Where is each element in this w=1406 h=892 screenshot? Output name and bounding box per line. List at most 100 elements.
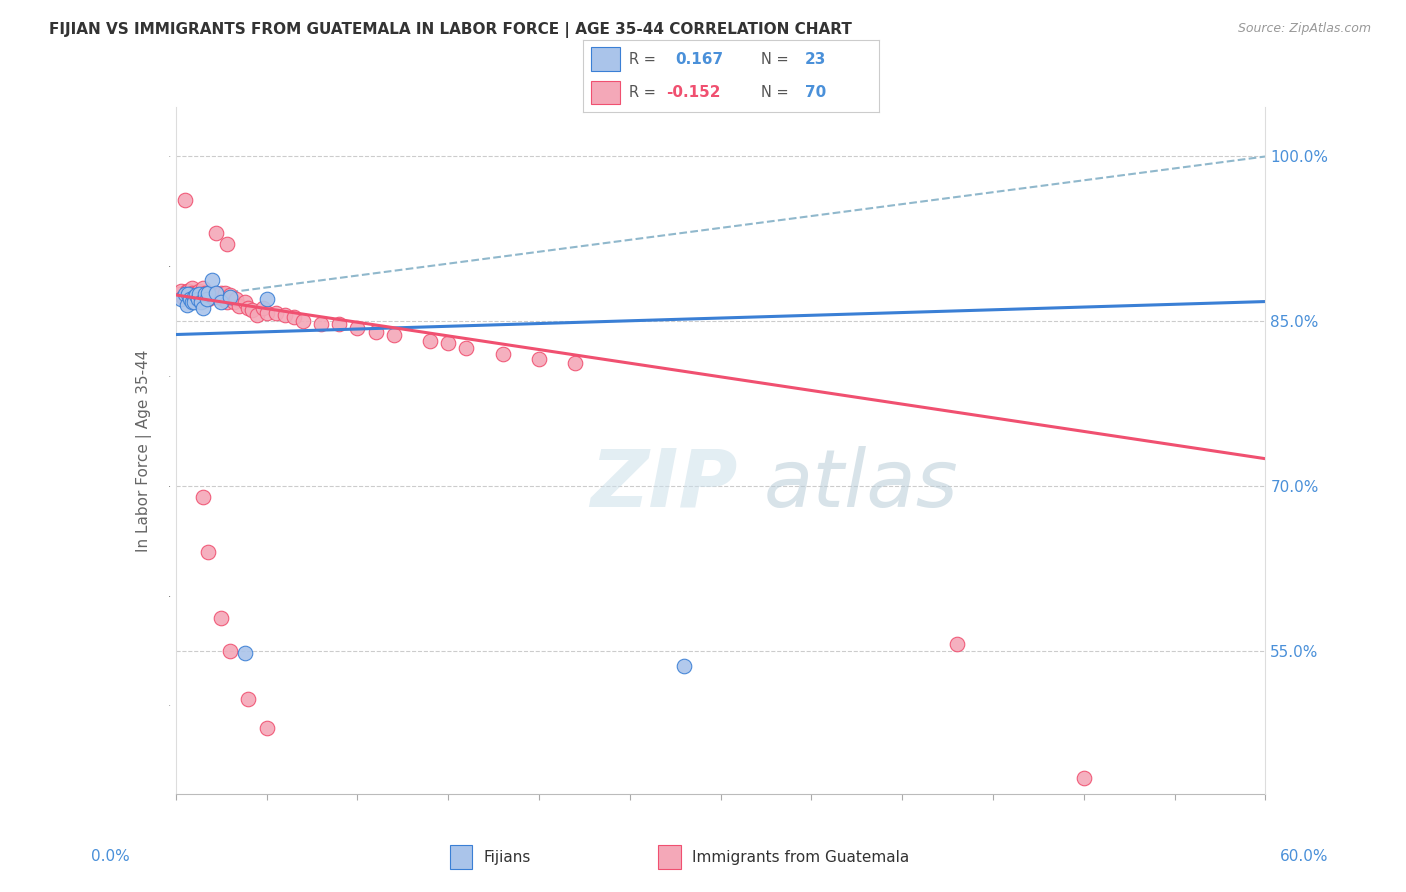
Point <box>222 294 245 309</box>
Point <box>183 286 205 301</box>
Point <box>204 285 226 300</box>
Point <box>256 293 278 307</box>
Point <box>228 299 250 313</box>
Text: 0.0%: 0.0% <box>91 849 131 863</box>
Point <box>197 545 219 559</box>
Point <box>219 288 242 302</box>
Text: 70: 70 <box>804 85 827 100</box>
Point <box>256 305 278 319</box>
Point <box>177 284 200 298</box>
Text: N =: N = <box>761 85 789 100</box>
Point <box>184 288 207 302</box>
Point <box>209 611 232 625</box>
Point <box>179 293 201 307</box>
Point <box>364 326 387 340</box>
Point <box>195 293 218 307</box>
Point <box>225 293 247 307</box>
Point <box>197 293 219 307</box>
Point <box>456 341 478 355</box>
Point <box>194 286 217 301</box>
Point <box>201 288 224 302</box>
Point <box>200 285 222 300</box>
Bar <box>450 846 472 869</box>
Point <box>233 294 256 309</box>
Point <box>179 286 201 301</box>
Point <box>214 285 236 300</box>
Point <box>673 659 696 673</box>
Point <box>204 227 226 241</box>
Point <box>176 298 198 312</box>
Point <box>188 284 211 298</box>
Text: ZIP: ZIP <box>591 446 737 524</box>
Point <box>191 290 214 304</box>
Point <box>194 285 217 300</box>
Bar <box>591 47 620 70</box>
Point <box>419 334 441 348</box>
Point <box>309 317 332 331</box>
Point <box>1073 772 1095 786</box>
Point <box>170 293 193 307</box>
Text: 23: 23 <box>804 52 827 67</box>
Point <box>256 721 278 735</box>
Point <box>184 285 207 300</box>
Point <box>191 490 214 504</box>
Point <box>177 286 200 301</box>
Bar <box>658 846 681 869</box>
Point <box>191 281 214 295</box>
Text: FIJIAN VS IMMIGRANTS FROM GUATEMALA IN LABOR FORCE | AGE 35-44 CORRELATION CHART: FIJIAN VS IMMIGRANTS FROM GUATEMALA IN L… <box>49 22 852 38</box>
Point <box>201 272 224 286</box>
Point <box>177 290 200 304</box>
Text: Source: ZipAtlas.com: Source: ZipAtlas.com <box>1237 22 1371 36</box>
Point <box>188 286 211 301</box>
Text: atlas: atlas <box>765 446 959 524</box>
Point <box>283 310 305 324</box>
Point <box>169 286 191 301</box>
Point <box>190 285 212 300</box>
Point <box>181 285 204 300</box>
Point <box>215 237 238 252</box>
Point <box>188 288 211 302</box>
Bar <box>591 81 620 104</box>
Point <box>173 194 195 208</box>
Point <box>186 285 209 300</box>
Point <box>328 317 350 331</box>
Point <box>207 288 229 302</box>
Text: Immigrants from Guatemala: Immigrants from Guatemala <box>692 850 910 864</box>
Text: N =: N = <box>761 52 789 67</box>
Point <box>170 284 193 298</box>
Point <box>172 290 194 304</box>
Point <box>233 646 256 660</box>
Point <box>291 314 314 328</box>
Text: R =: R = <box>630 52 657 67</box>
Point <box>181 294 204 309</box>
Text: 60.0%: 60.0% <box>1281 849 1329 863</box>
Text: Fijians: Fijians <box>484 850 531 864</box>
Point <box>252 301 274 315</box>
Point <box>945 637 967 651</box>
Text: 0.167: 0.167 <box>675 52 723 67</box>
Point <box>492 347 515 361</box>
Y-axis label: In Labor Force | Age 35-44: In Labor Force | Age 35-44 <box>136 350 152 551</box>
Point <box>246 308 269 322</box>
Point <box>382 327 405 342</box>
Point <box>238 301 260 315</box>
Point <box>215 294 238 309</box>
Point <box>183 290 205 304</box>
Point <box>197 285 219 300</box>
Point <box>204 285 226 300</box>
Point <box>179 293 201 307</box>
Point <box>195 288 218 302</box>
Point <box>190 294 212 309</box>
Point <box>202 290 225 304</box>
Point <box>346 321 368 335</box>
Point <box>186 293 209 307</box>
Point <box>264 305 287 319</box>
Point <box>527 351 550 366</box>
Point <box>209 285 232 300</box>
Text: -0.152: -0.152 <box>666 85 721 100</box>
Point <box>176 286 198 301</box>
Point <box>240 303 263 318</box>
Point <box>173 286 195 301</box>
Point <box>183 294 205 309</box>
Point <box>564 356 586 370</box>
